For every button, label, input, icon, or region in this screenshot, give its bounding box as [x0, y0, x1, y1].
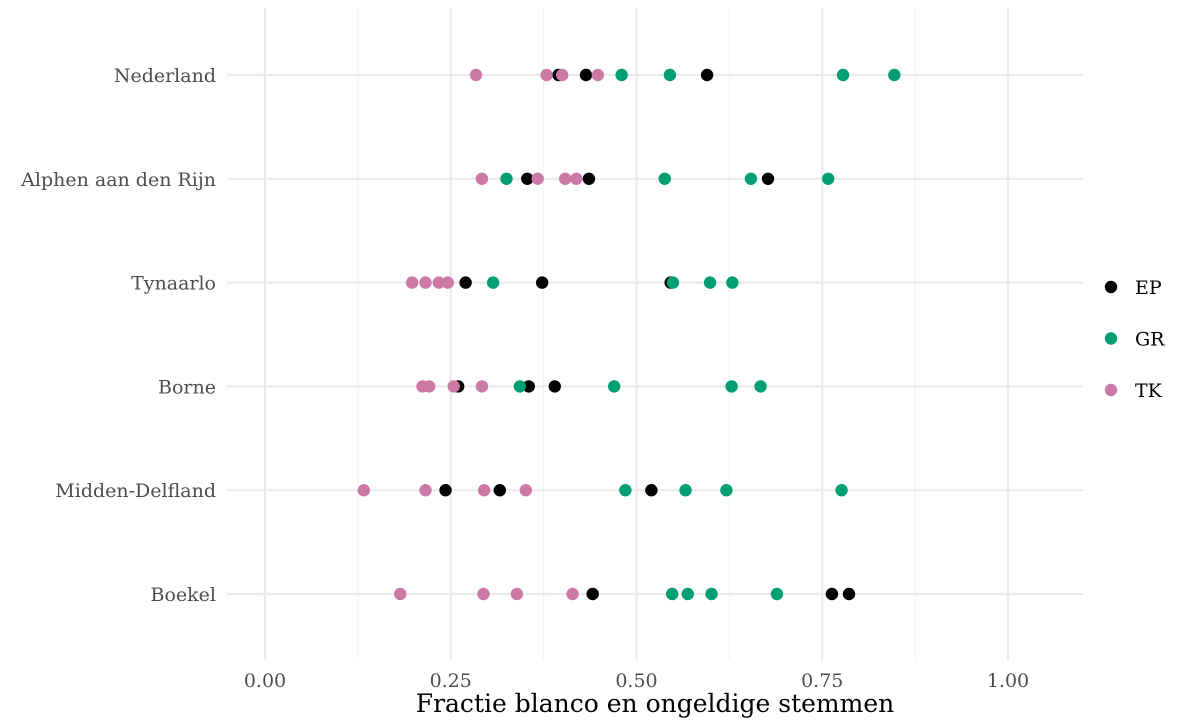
point-tk-boekel — [394, 587, 407, 601]
x-tick-label: 0.75 — [801, 670, 843, 692]
point-gr-tynaarlo — [666, 276, 680, 289]
point-tk-tynaarlo — [419, 276, 432, 289]
point-gr-midden-delfland — [619, 484, 632, 497]
y-axis-tick-labels: Nederland Alphen aan den Rijn Tynaarlo Born… — [20, 65, 216, 606]
legend-label-gr: GR — [1135, 329, 1165, 351]
point-tk-nederland — [540, 68, 553, 82]
legend-key-tk — [1104, 383, 1118, 397]
y-tick-label: Borne — [158, 376, 216, 398]
point-gr-boekel — [665, 587, 679, 601]
y-tick-label: Midden-Delfland — [55, 480, 216, 502]
data-points — [357, 68, 901, 601]
point-ep-boekel — [825, 587, 839, 601]
point-gr-nederland — [888, 68, 901, 82]
point-ep-midden-delfland — [493, 484, 506, 497]
point-tk-midden-delfland — [477, 484, 491, 497]
point-tk-midden-delfland — [357, 484, 371, 497]
x-tick-label: 1.00 — [987, 670, 1029, 692]
point-gr-tynaarlo — [486, 276, 500, 289]
major-grid-lines — [227, 8, 1083, 660]
point-tk-nederland — [469, 68, 483, 82]
point-tk-borne — [447, 380, 460, 393]
point-gr-nederland — [663, 68, 677, 82]
point-tk-tynaarlo — [405, 276, 419, 289]
x-tick-label: 0.00 — [244, 670, 286, 692]
legend: EP GR TK — [1104, 277, 1165, 402]
point-gr-midden-delfland — [835, 484, 848, 497]
point-gr-borne — [754, 380, 767, 393]
point-gr-borne — [608, 380, 621, 393]
point-ep-alphen-aan-den-rijn — [582, 172, 596, 185]
point-ep-midden-delfland — [439, 484, 452, 497]
point-tk-nederland — [591, 68, 605, 82]
point-tk-alphen-aan-den-rijn — [531, 172, 544, 185]
point-ep-boekel — [586, 587, 599, 601]
point-gr-boekel — [705, 587, 718, 601]
point-ep-tynaarlo — [535, 276, 549, 289]
x-axis-title: Fractie blanco en ongeldige stemmen — [416, 689, 895, 718]
point-tk-boekel — [510, 587, 524, 601]
point-ep-alphen-aan-den-rijn — [521, 172, 534, 185]
legend-key-gr — [1104, 332, 1118, 345]
point-gr-alphen-aan-den-rijn — [500, 172, 513, 185]
point-gr-midden-delfland — [720, 484, 733, 497]
point-tk-midden-delfland — [419, 484, 432, 497]
point-ep-nederland — [579, 68, 593, 82]
point-gr-alphen-aan-den-rijn — [744, 172, 758, 185]
point-tk-alphen-aan-den-rijn — [558, 172, 572, 185]
point-tk-tynaarlo — [432, 276, 446, 289]
point-tk-alphen-aan-den-rijn — [570, 172, 583, 185]
point-gr-boekel — [681, 587, 694, 601]
x-tick-label: 0.50 — [615, 670, 657, 692]
point-gr-borne — [725, 380, 738, 393]
point-gr-borne — [513, 380, 527, 393]
point-tk-midden-delfland — [519, 484, 532, 497]
point-tk-borne — [475, 380, 489, 393]
legend-label-tk: TK — [1135, 380, 1163, 402]
point-tk-nederland — [556, 68, 569, 82]
point-tk-borne — [423, 380, 436, 393]
legend-label-ep: EP — [1135, 277, 1162, 299]
point-ep-borne — [522, 380, 535, 393]
point-ep-boekel — [842, 587, 856, 601]
point-gr-tynaarlo — [703, 276, 717, 289]
point-gr-alphen-aan-den-rijn — [658, 172, 671, 185]
point-tk-boekel — [477, 587, 490, 601]
y-tick-label: Boekel — [151, 584, 216, 606]
point-gr-nederland — [836, 68, 850, 82]
minor-grid-lines — [357, 8, 916, 660]
point-gr-midden-delfland — [679, 484, 692, 497]
point-gr-nederland — [615, 68, 628, 82]
point-gr-boekel — [770, 587, 784, 601]
point-tk-boekel — [566, 587, 579, 601]
point-ep-nederland — [700, 68, 714, 82]
point-gr-tynaarlo — [726, 276, 739, 289]
y-tick-label: Nederland — [114, 65, 216, 87]
y-tick-label: Tynaarlo — [131, 273, 216, 295]
x-axis-tick-labels: 0.00 0.25 0.50 0.75 1.00 — [244, 670, 1029, 692]
point-ep-tynaarlo — [459, 276, 472, 289]
point-ep-midden-delfland — [645, 484, 658, 497]
y-tick-label: Alphen aan den Rijn — [20, 169, 216, 191]
point-tk-alphen-aan-den-rijn — [475, 172, 489, 185]
point-ep-alphen-aan-den-rijn — [761, 172, 775, 185]
point-ep-borne — [548, 380, 561, 393]
point-gr-alphen-aan-den-rijn — [821, 172, 835, 185]
x-tick-label: 0.25 — [430, 670, 472, 692]
point-tk-tynaarlo — [441, 276, 454, 289]
legend-key-ep — [1104, 280, 1118, 294]
